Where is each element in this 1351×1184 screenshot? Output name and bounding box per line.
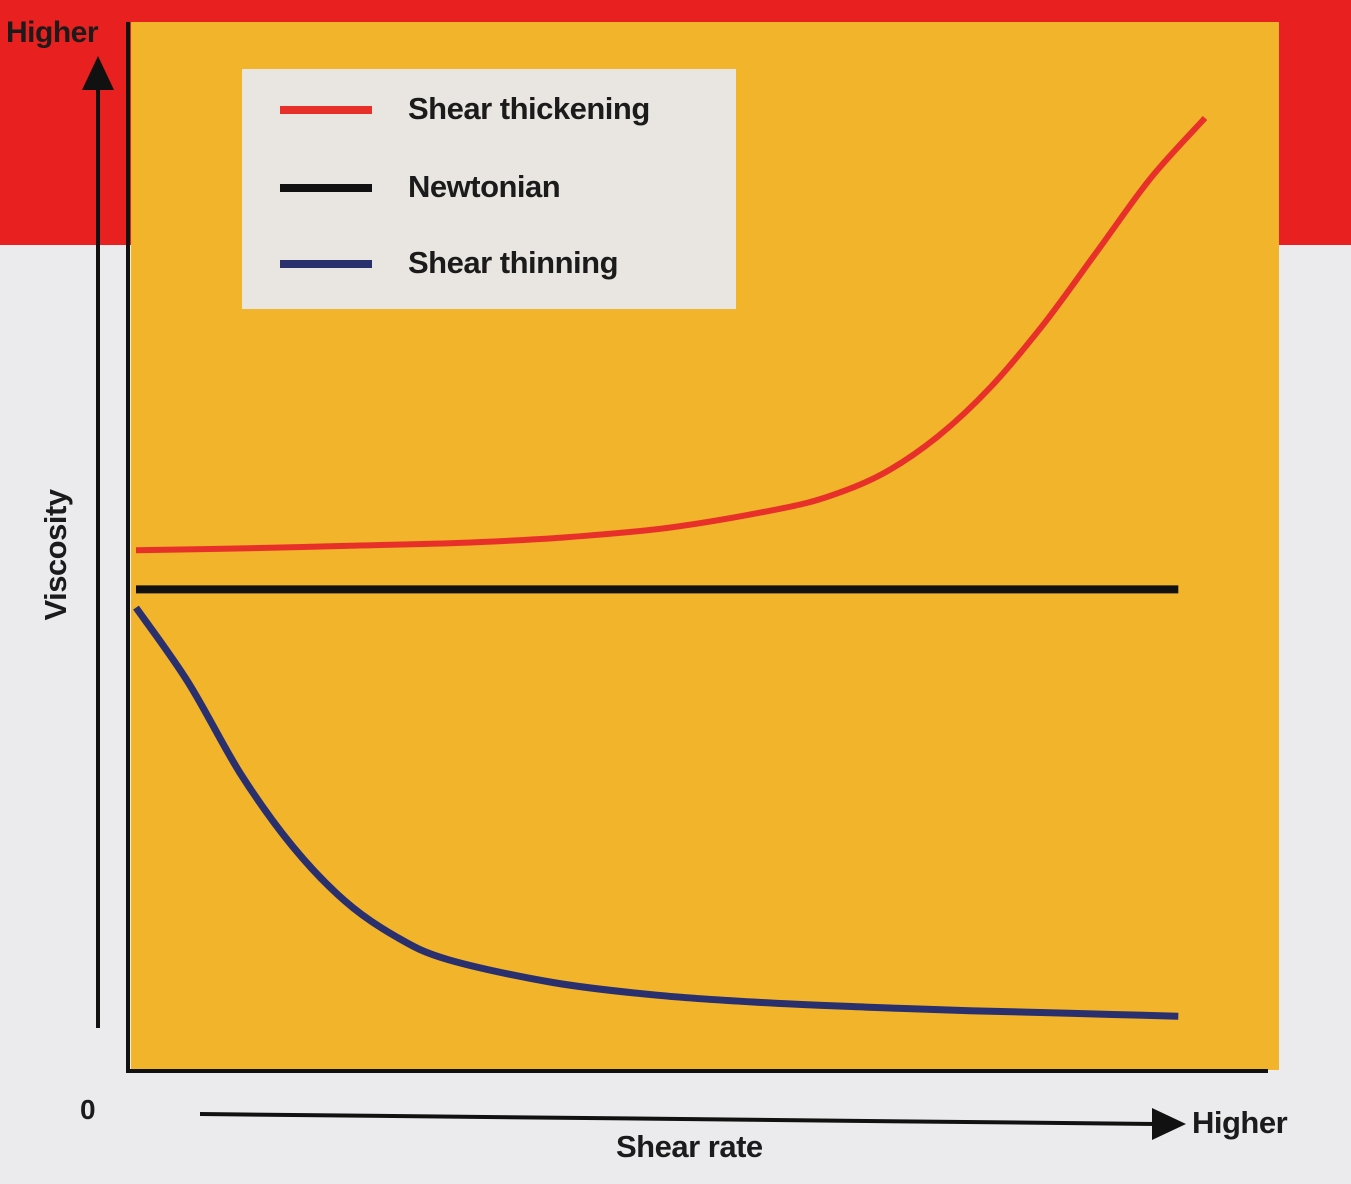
x-axis-end-label: Higher xyxy=(1192,1105,1288,1140)
y-axis-arrow xyxy=(82,56,114,90)
series-line-shear-thinning xyxy=(133,605,1179,1020)
series-line-shear-thickening xyxy=(135,115,1208,554)
x-axis-label: Shear rate xyxy=(616,1129,763,1164)
legend-label-shear-thinning: Shear thinning xyxy=(408,245,619,280)
y-axis-end-label: Higher xyxy=(6,16,99,49)
axes xyxy=(82,22,1268,1140)
x-axis-arrow xyxy=(1152,1108,1186,1140)
legend-item-shear-thinning: Shear thinning xyxy=(242,243,736,283)
y-axis-label: Viscosity xyxy=(38,489,73,621)
legend-swatch-shear-thinning xyxy=(280,260,372,268)
legend-label-shear-thickening: Shear thickening xyxy=(408,91,650,126)
origin-label: 0 xyxy=(80,1094,96,1125)
legend-item-shear-thickening: Shear thickening xyxy=(242,89,736,129)
legend: Shear thickening Newtonian Shear thinnin… xyxy=(242,69,736,309)
x-axis-line xyxy=(199,1112,1159,1126)
legend-swatch-shear-thickening xyxy=(280,106,372,114)
legend-swatch-newtonian xyxy=(280,184,372,192)
series-layer xyxy=(133,115,1208,1020)
legend-item-newtonian: Newtonian xyxy=(242,167,736,207)
legend-label-newtonian: Newtonian xyxy=(408,169,561,204)
